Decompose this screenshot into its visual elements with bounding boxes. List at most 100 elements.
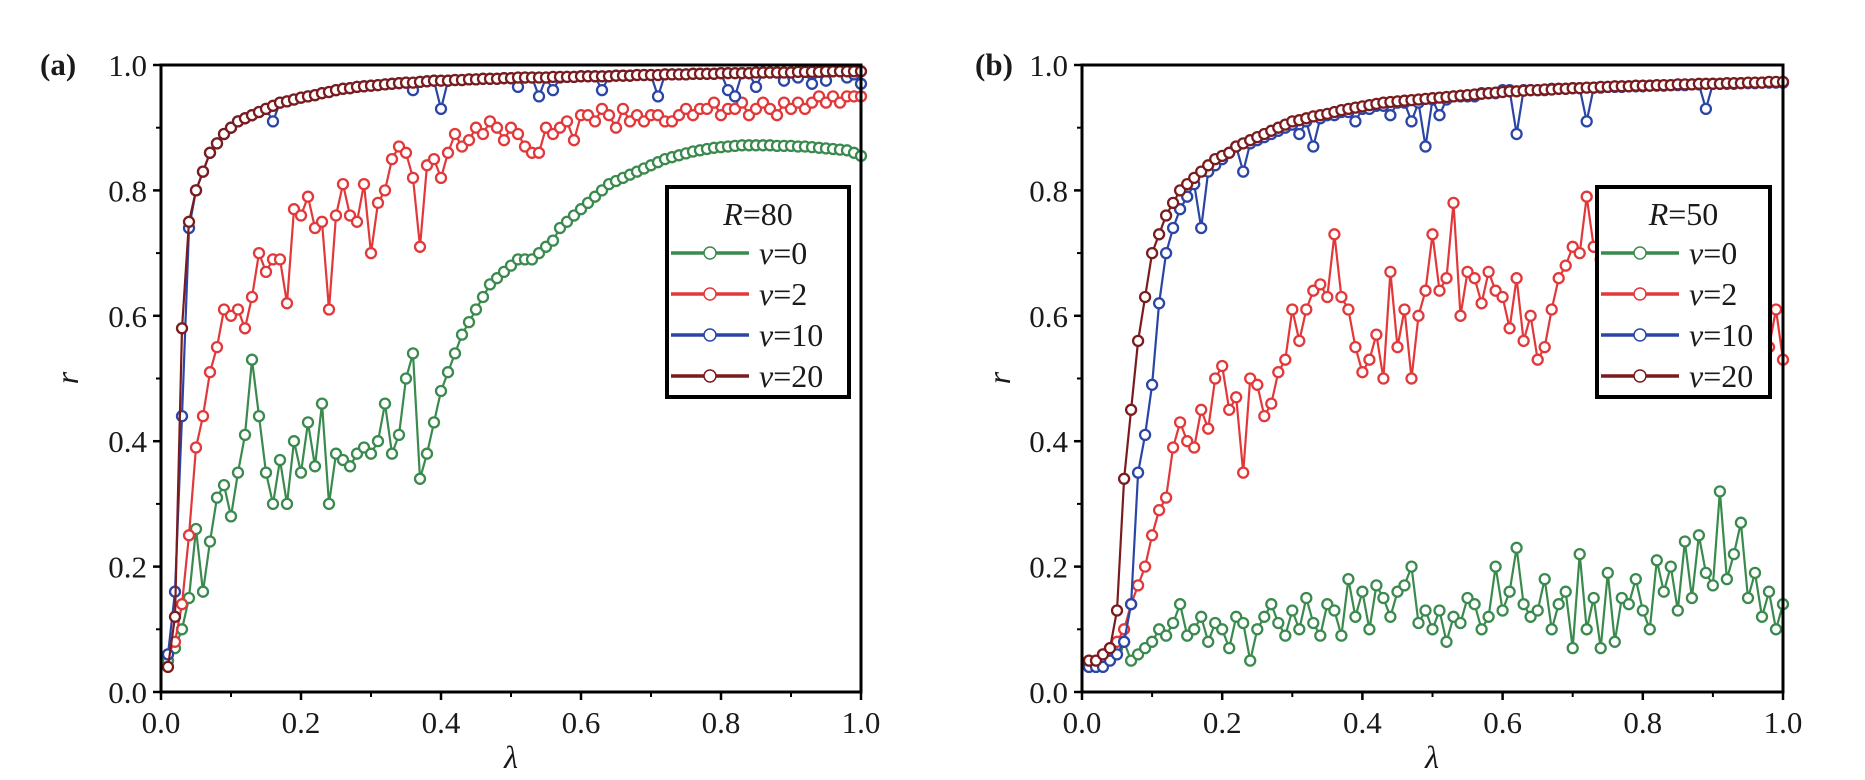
legend-marker xyxy=(703,328,717,342)
data-point xyxy=(1636,604,1649,617)
data-point xyxy=(1510,541,1523,554)
data-point xyxy=(1538,340,1551,354)
data-point xyxy=(560,115,574,128)
data-point xyxy=(595,83,609,97)
data-point xyxy=(462,134,476,147)
data-point xyxy=(196,585,210,598)
data-point xyxy=(1643,623,1656,636)
data-point xyxy=(1131,579,1145,592)
data-point xyxy=(1447,196,1460,210)
data-point xyxy=(1552,272,1565,285)
data-point xyxy=(1145,635,1159,648)
y-tick-label: 0.8 xyxy=(1029,173,1068,208)
data-point xyxy=(441,366,455,379)
legend-label: v=20 xyxy=(759,358,823,394)
data-point xyxy=(322,497,336,511)
data-point xyxy=(469,303,483,316)
data-point xyxy=(252,409,266,423)
data-point xyxy=(1258,409,1271,423)
data-point xyxy=(189,184,203,197)
data-point xyxy=(371,196,385,210)
y-tick-label: 0.6 xyxy=(108,299,147,334)
legend-label-var: v xyxy=(1689,276,1704,312)
data-point xyxy=(1426,623,1439,636)
data-point xyxy=(448,127,462,141)
legend-label-var: v xyxy=(1689,317,1704,353)
data-point xyxy=(1265,397,1278,410)
legend-item: v=2 xyxy=(1601,276,1737,312)
data-point xyxy=(210,491,224,504)
data-point xyxy=(399,146,413,159)
data-point xyxy=(203,146,217,159)
data-point xyxy=(189,441,203,454)
x-tick-label: 1.0 xyxy=(1764,705,1803,740)
data-point xyxy=(1510,272,1523,285)
data-point xyxy=(1566,641,1579,655)
x-tick-label: 0.8 xyxy=(1623,705,1662,740)
data-point xyxy=(175,322,189,335)
data-point xyxy=(1692,529,1706,542)
data-point xyxy=(343,460,357,473)
data-point xyxy=(1272,366,1285,379)
data-point xyxy=(1237,165,1250,178)
panel-a-x-axis-title: λ xyxy=(503,739,518,775)
data-point xyxy=(1145,529,1159,542)
data-point xyxy=(1342,572,1355,586)
data-point xyxy=(1489,560,1502,573)
legend-label: v=0 xyxy=(1689,235,1737,271)
legend-label-value: =2 xyxy=(773,276,807,312)
data-point xyxy=(1223,403,1236,416)
data-point xyxy=(1720,572,1734,586)
data-point xyxy=(1124,598,1138,611)
panel-b-legend-title-value: =50 xyxy=(1668,196,1718,232)
data-point xyxy=(1159,629,1173,642)
panel-b-x-ticks: 0.0 0.2 0.4 0.6 0.8 1.0 xyxy=(1063,692,1803,740)
legend-label: v=2 xyxy=(1689,276,1737,312)
data-point xyxy=(364,447,378,460)
data-point xyxy=(1398,579,1411,592)
panel-b-label: (b) xyxy=(975,47,1013,82)
x-tick-label: 0.2 xyxy=(1203,705,1242,740)
data-point xyxy=(294,209,308,222)
data-point xyxy=(1482,610,1495,623)
data-point xyxy=(238,428,252,442)
data-point xyxy=(1657,585,1670,598)
data-point xyxy=(1293,623,1306,636)
data-point xyxy=(1265,598,1278,611)
data-point xyxy=(1321,290,1334,304)
data-point xyxy=(1124,403,1138,416)
legend-item: v=10 xyxy=(1601,317,1753,353)
data-point xyxy=(1314,629,1327,642)
panel-b-legend: R=50 v=0v=2v=10v=20 xyxy=(1595,185,1772,399)
data-point xyxy=(196,409,210,423)
x-tick-label: 0.2 xyxy=(282,705,321,740)
data-point xyxy=(1769,303,1783,316)
panel-b-y-ticks: 0.0 0.2 0.4 0.6 0.8 1.0 xyxy=(1029,48,1082,710)
series-v-20 xyxy=(161,65,868,674)
data-point xyxy=(490,121,504,134)
legend-label-value: =2 xyxy=(1703,276,1737,312)
panel-a-y-ticks: 0.0 0.2 0.4 0.6 0.8 1.0 xyxy=(108,48,161,710)
data-point xyxy=(1159,491,1173,504)
data-point xyxy=(406,171,420,185)
data-point xyxy=(434,171,448,185)
data-point xyxy=(1173,416,1187,429)
data-point xyxy=(1244,654,1257,667)
data-point xyxy=(1377,591,1390,605)
legend-item: v=10 xyxy=(671,317,823,353)
data-point xyxy=(294,466,308,479)
x-tick-label: 1.0 xyxy=(842,705,881,740)
data-point xyxy=(301,416,315,429)
data-point xyxy=(602,109,616,122)
x-tick-label: 0.0 xyxy=(1063,705,1102,740)
data-point xyxy=(1755,610,1769,623)
data-point xyxy=(1503,585,1516,598)
data-point xyxy=(1209,372,1222,385)
legend-label: v=0 xyxy=(759,235,807,271)
data-point xyxy=(196,165,210,178)
data-point xyxy=(1349,610,1362,623)
legend-marker xyxy=(703,287,717,301)
y-tick-label: 0.6 xyxy=(1029,299,1068,334)
data-point xyxy=(1433,284,1446,297)
